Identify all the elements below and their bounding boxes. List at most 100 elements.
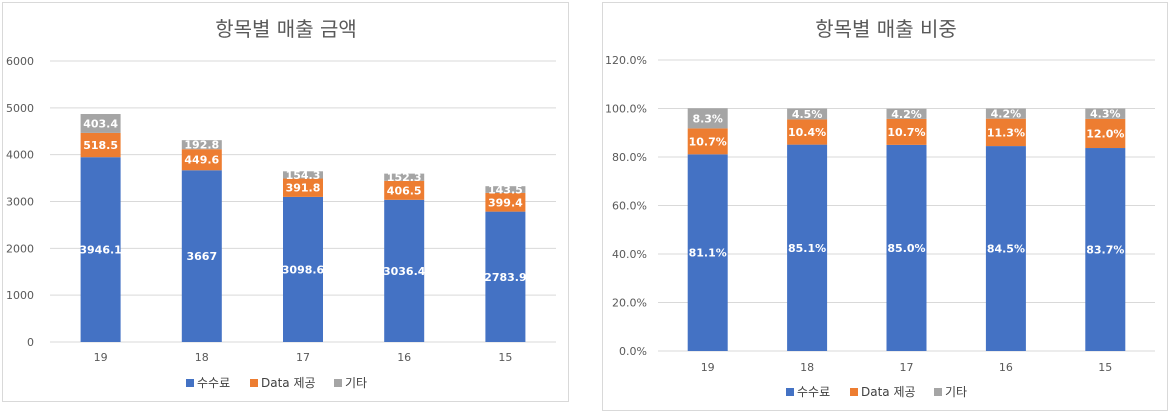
y-tick-label: 120.0% bbox=[605, 54, 647, 67]
y-tick-label: 60.0% bbox=[612, 200, 647, 213]
data-label: 10.4% bbox=[788, 126, 826, 139]
bar-segment bbox=[283, 171, 323, 179]
data-label: 84.5% bbox=[987, 243, 1025, 256]
data-label: 406.5 bbox=[387, 184, 422, 197]
data-label: 3946.1 bbox=[79, 244, 121, 257]
y-tick-label: 40.0% bbox=[612, 248, 647, 261]
data-label: 399.4 bbox=[488, 196, 523, 209]
data-label: 449.6 bbox=[184, 154, 219, 167]
bar-segment bbox=[886, 118, 927, 145]
bar-segment bbox=[1085, 148, 1126, 351]
legend-swatch bbox=[850, 388, 858, 396]
bar-segment bbox=[485, 192, 526, 212]
y-tick-label: 100.0% bbox=[605, 103, 647, 116]
legend-label: 기타 bbox=[945, 385, 967, 399]
chart-panel-amount: 항목별 매출 금액 0 1000 2000 3000 4000 5000 6000 3946.… bbox=[2, 2, 569, 402]
bar-segment bbox=[1085, 108, 1126, 119]
data-label: 4.2% bbox=[991, 108, 1022, 121]
x-tick-label: 15 bbox=[1098, 361, 1112, 374]
legend-swatch bbox=[334, 379, 342, 387]
data-label: 81.1% bbox=[689, 247, 727, 260]
bar-segment bbox=[384, 199, 425, 342]
data-label: 3036.4 bbox=[383, 265, 426, 278]
y-tick-label: 0 bbox=[27, 336, 34, 349]
data-label: 10.7% bbox=[689, 135, 727, 148]
data-label: 4.5% bbox=[792, 108, 823, 121]
bar-segment bbox=[787, 108, 828, 120]
x-tick-label: 19 bbox=[701, 361, 715, 374]
y-tick-label: 3000 bbox=[6, 196, 34, 209]
data-label: 4.2% bbox=[891, 108, 922, 121]
bar-segment bbox=[1085, 118, 1126, 149]
bar-segment bbox=[80, 114, 121, 133]
legend-swatch bbox=[186, 379, 194, 387]
data-label: 518.5 bbox=[83, 139, 118, 152]
bar-segment bbox=[485, 186, 526, 193]
bar-segment bbox=[80, 157, 121, 342]
bar-segment bbox=[985, 146, 1026, 351]
bar-segment bbox=[181, 149, 222, 171]
y-tick-label: 5000 bbox=[6, 102, 34, 115]
y-tick-label: 2000 bbox=[6, 242, 34, 255]
data-label: 12.0% bbox=[1086, 127, 1124, 140]
bar-segment bbox=[985, 118, 1026, 147]
bar-segment bbox=[787, 144, 828, 351]
bar-segment bbox=[181, 170, 222, 342]
bar-segment bbox=[985, 108, 1026, 119]
chart-title: 항목별 매출 비중 bbox=[815, 17, 957, 41]
data-label: 403.4 bbox=[83, 117, 118, 130]
legend-label: 기타 bbox=[345, 376, 367, 390]
chart-panel-share: 항목별 매출 비중 0.0% 20.0% 40.0% 60.0% 80.0% 100.0%… bbox=[602, 2, 1168, 411]
bar-segment bbox=[384, 173, 425, 181]
data-label: 85.0% bbox=[887, 242, 925, 255]
y-tick-label: 4000 bbox=[6, 149, 34, 162]
bar-segment bbox=[687, 128, 728, 155]
bar-segment bbox=[787, 119, 828, 145]
y-tick-label: 1000 bbox=[6, 289, 34, 302]
x-tick-label: 17 bbox=[900, 361, 914, 374]
bar-segment bbox=[485, 211, 526, 342]
legend-label: Data 제공 bbox=[261, 376, 316, 390]
bar-segment bbox=[687, 154, 728, 351]
x-tick-label: 16 bbox=[397, 351, 411, 364]
legend-label: 수수료 bbox=[797, 385, 830, 399]
data-label: 154.3 bbox=[286, 169, 321, 182]
x-tick-label: 19 bbox=[94, 351, 108, 364]
data-label: 83.7% bbox=[1086, 244, 1124, 257]
data-label: 8.3% bbox=[692, 112, 723, 125]
legend-swatch bbox=[786, 388, 794, 396]
x-tick-label: 17 bbox=[296, 351, 310, 364]
data-label: 2783.9 bbox=[484, 271, 526, 284]
bar-segment bbox=[181, 140, 222, 150]
chart-title: 항목별 매출 금액 bbox=[215, 17, 357, 41]
y-tick-label: 80.0% bbox=[612, 151, 647, 164]
data-label: 3098.6 bbox=[282, 263, 325, 276]
legend: 수수료 Data 제공 기타 bbox=[786, 385, 967, 399]
bar-segment bbox=[283, 178, 323, 197]
y-tick-label: 0.0% bbox=[619, 345, 647, 358]
bar-segment bbox=[886, 144, 927, 351]
data-label: 192.8 bbox=[184, 139, 219, 152]
chart-amount: 항목별 매출 금액 0 1000 2000 3000 4000 5000 6000 3946.… bbox=[6, 17, 556, 390]
legend-label: Data 제공 bbox=[861, 385, 916, 399]
bar-segment bbox=[886, 108, 927, 119]
bar-segment bbox=[687, 108, 728, 129]
x-tick-label: 15 bbox=[498, 351, 512, 364]
bar-segment bbox=[283, 196, 323, 342]
x-tick-label: 18 bbox=[800, 361, 814, 374]
x-tick-label: 18 bbox=[195, 351, 209, 364]
data-label: 85.1% bbox=[788, 242, 826, 255]
bar-segment bbox=[384, 180, 425, 200]
legend-swatch bbox=[934, 388, 942, 396]
legend: 수수료 Data 제공 기타 bbox=[186, 376, 367, 390]
y-tick-label: 6000 bbox=[6, 55, 34, 68]
x-tick-label: 16 bbox=[999, 361, 1013, 374]
data-label: 3667 bbox=[186, 250, 217, 263]
data-label: 152.3 bbox=[387, 171, 422, 184]
legend-swatch bbox=[250, 379, 258, 387]
data-label: 391.8 bbox=[286, 182, 321, 195]
chart-share: 항목별 매출 비중 0.0% 20.0% 40.0% 60.0% 80.0% 100.0%… bbox=[605, 17, 1155, 399]
data-label: 4.3% bbox=[1090, 108, 1121, 121]
legend-label: 수수료 bbox=[197, 376, 230, 390]
data-label: 11.3% bbox=[987, 126, 1025, 139]
